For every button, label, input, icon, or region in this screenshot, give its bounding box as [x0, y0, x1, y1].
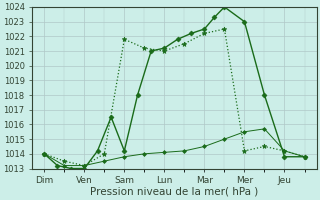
X-axis label: Pression niveau de la mer( hPa ): Pression niveau de la mer( hPa )	[90, 187, 259, 197]
